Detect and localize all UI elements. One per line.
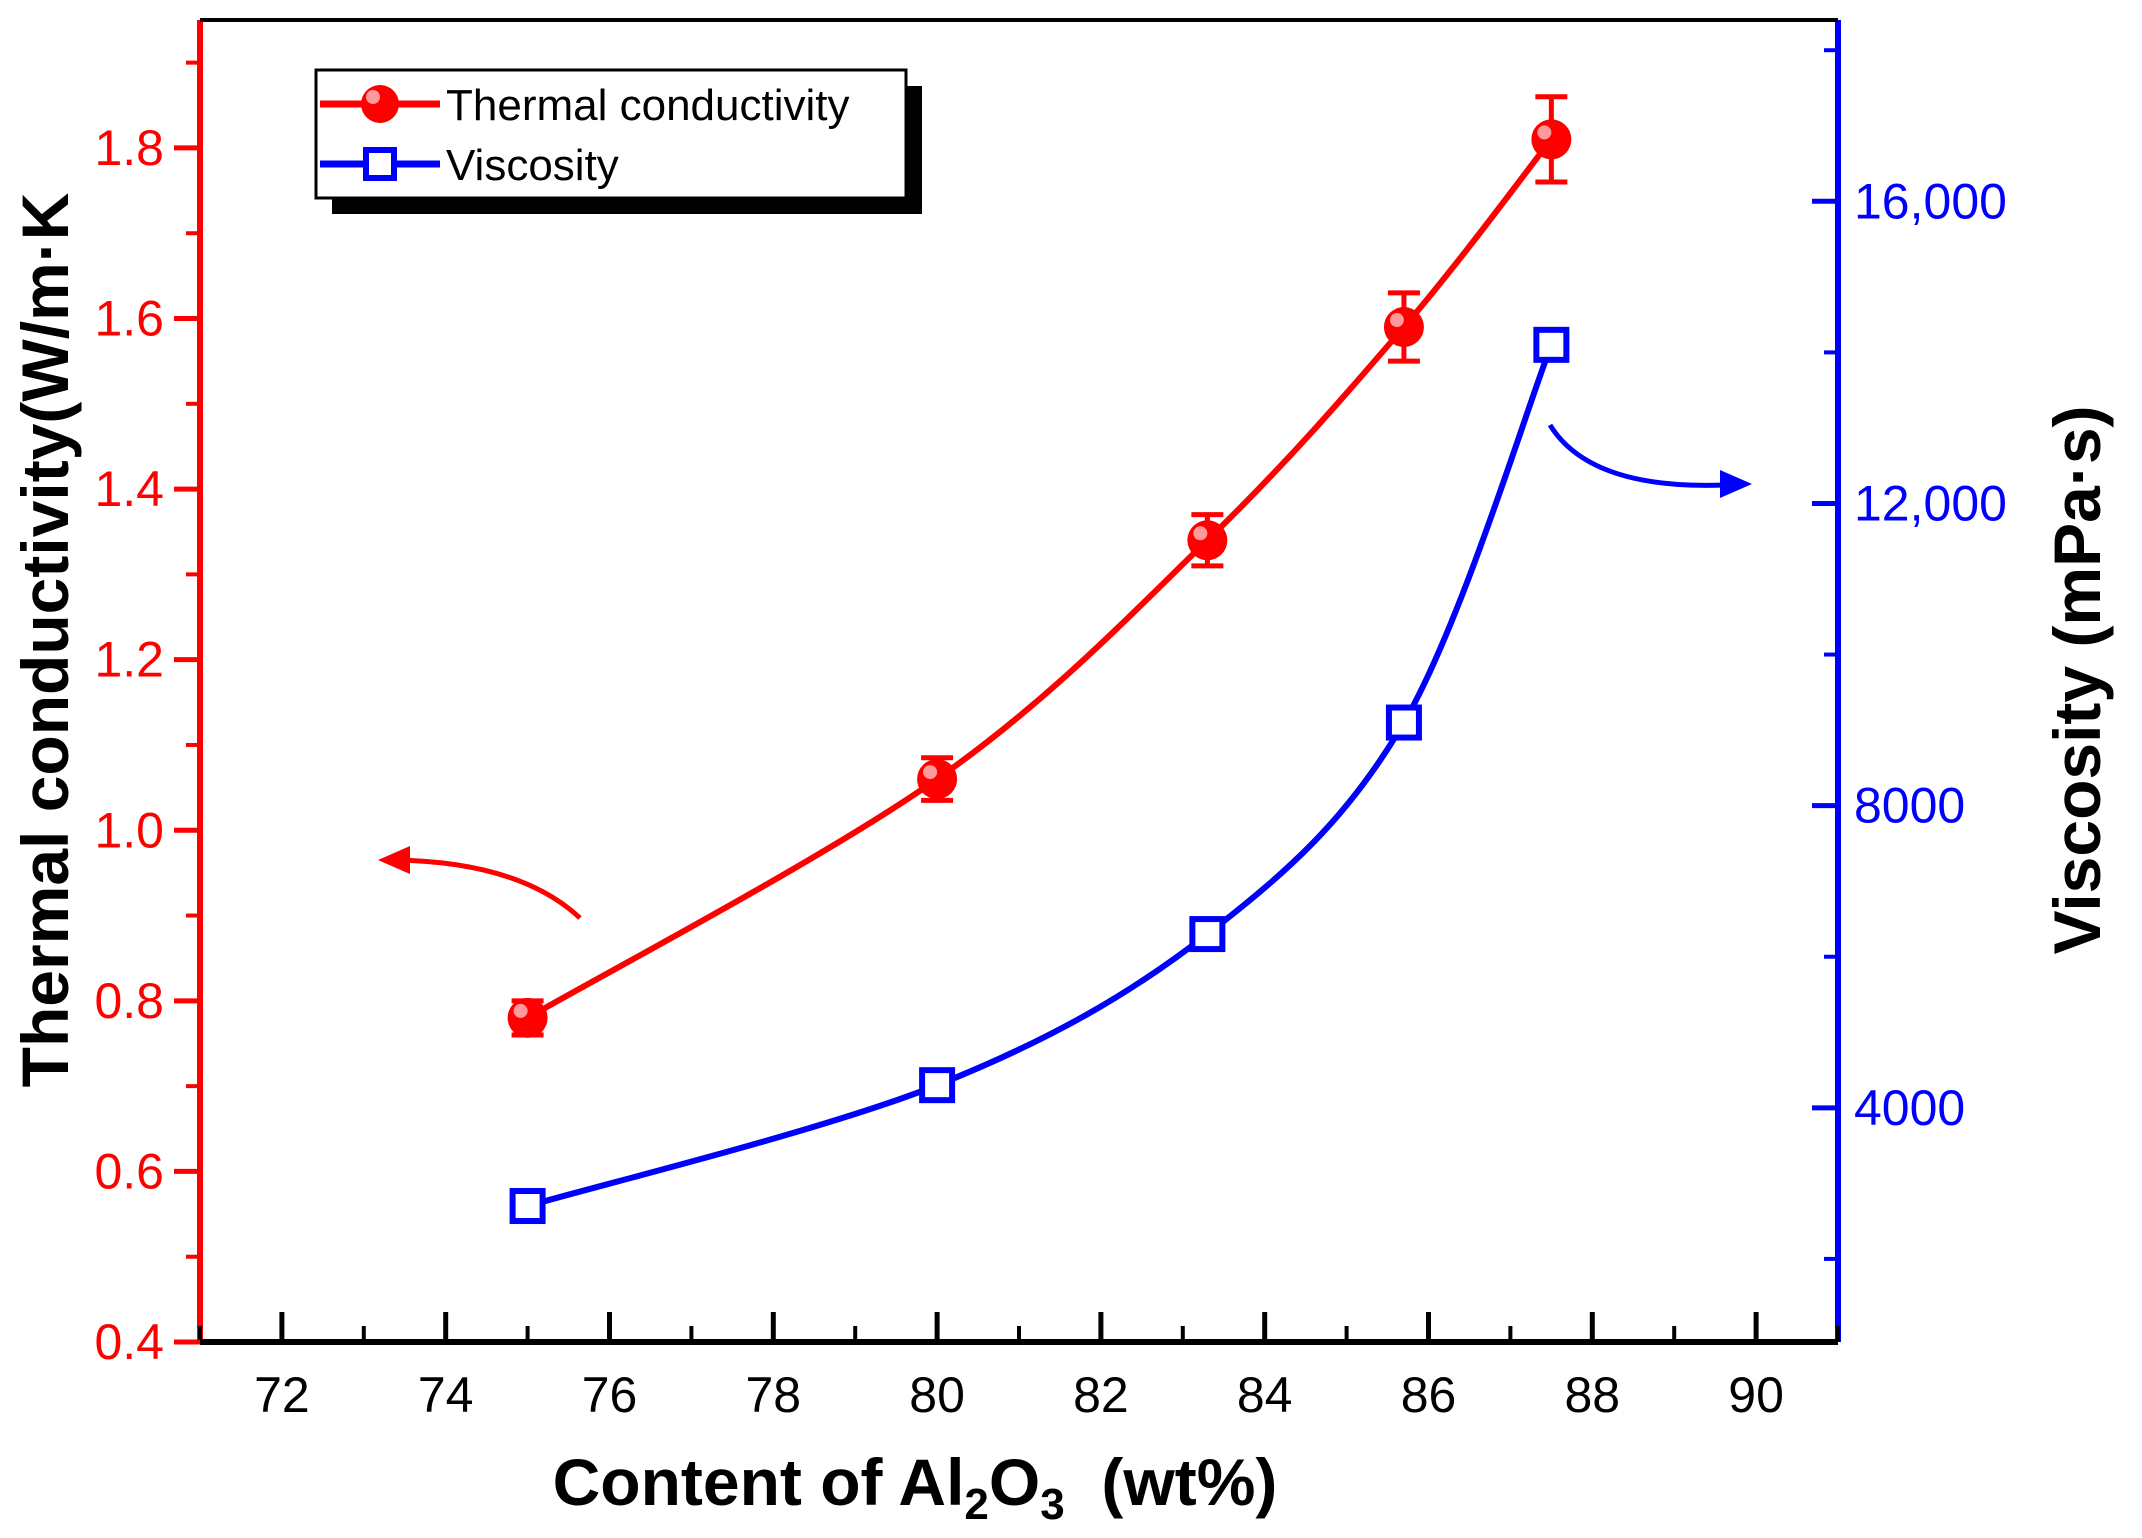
arrow-to-right-axis (1547, 423, 1726, 488)
data-point-viscosity (1385, 704, 1422, 741)
data-point-highlight (923, 765, 938, 780)
legend-box (314, 68, 908, 200)
y-right-tick-label: 12,000 (1854, 475, 2007, 531)
y-left-tick-label: 1.0 (94, 802, 164, 858)
arrow-to-left-axis (394, 857, 582, 920)
y-left-tick-label: 1.6 (94, 291, 164, 347)
y-left-tick-label: 1.2 (94, 632, 164, 688)
x-tick-label: 74 (418, 1367, 474, 1423)
x-title-mid: O (989, 1445, 1040, 1519)
data-point-thermal (917, 759, 958, 800)
x-axis-title: Content of Al2O3 (wt%) (553, 1445, 1278, 1529)
y-right-tick-label: 8000 (1854, 778, 1965, 834)
legend: Thermal conductivity Viscosity (314, 68, 922, 214)
legend-label-viscosity: Viscosity (446, 141, 619, 190)
y-left-tick-label: 0.8 (94, 973, 164, 1029)
x-tick-label: 88 (1564, 1367, 1620, 1423)
data-point-thermal (507, 997, 548, 1038)
data-point-viscosity (1533, 326, 1570, 363)
legend-marker-thermal (361, 85, 399, 123)
x-tick-label: 78 (745, 1367, 801, 1423)
data-point-thermal (1383, 307, 1424, 348)
x-tick-label: 76 (582, 1367, 638, 1423)
y-left-tick-label: 0.6 (94, 1143, 164, 1199)
y-right-tick-label: 16,000 (1854, 173, 2007, 229)
x-tick-label: 90 (1728, 1367, 1784, 1423)
data-point-thermal (1187, 520, 1228, 561)
data-point-highlight (513, 1003, 528, 1018)
data-point-viscosity (919, 1067, 956, 1104)
plot-area: 72 74 76 78 80 82 84 86 88 90 0.4 0.6 0.8 1.0 1.2 1.4 1.… (94, 18, 2007, 1423)
arrow-head-left (378, 846, 410, 874)
arrow-head-right (1720, 470, 1752, 498)
y-right-tick-label: 4000 (1854, 1080, 1965, 1136)
y-left-tick-label: 0.4 (94, 1314, 164, 1370)
x-title-sub2: 3 (1040, 1480, 1064, 1529)
x-tick-label: 80 (909, 1367, 965, 1423)
y-left-tick-label: 1.8 (94, 120, 164, 176)
data-point-thermal (1531, 119, 1572, 160)
data-point-highlight (1193, 526, 1208, 541)
y-right-axis-title: Viscosity (mPa·s) (2040, 405, 2114, 954)
legend-marker-thermal-highlight (366, 90, 380, 104)
data-point-viscosity (509, 1188, 546, 1225)
y-left-axis-title: Thermal conductivity(W/m·K (8, 192, 82, 1087)
x-tick-label: 72 (254, 1367, 310, 1423)
x-title-prefix: Content of Al (553, 1445, 965, 1519)
data-point-highlight (1389, 313, 1404, 328)
data-point-highlight (1537, 125, 1552, 140)
legend-label-thermal: Thermal conductivity (446, 81, 849, 130)
legend-marker-viscosity (363, 147, 397, 181)
series-line-thermal (526, 137, 1554, 1021)
data-point-viscosity (1189, 916, 1226, 953)
x-title-sub1: 2 (964, 1480, 988, 1529)
annotation-arrows (378, 423, 1752, 920)
x-tick-label: 86 (1401, 1367, 1457, 1423)
x-tick-label: 84 (1237, 1367, 1293, 1423)
y-left-tick-label: 1.4 (94, 461, 164, 517)
x-tick-label: 82 (1073, 1367, 1129, 1423)
x-title-suffix: (wt%) (1065, 1445, 1278, 1519)
series-line-viscosity (526, 343, 1555, 1209)
